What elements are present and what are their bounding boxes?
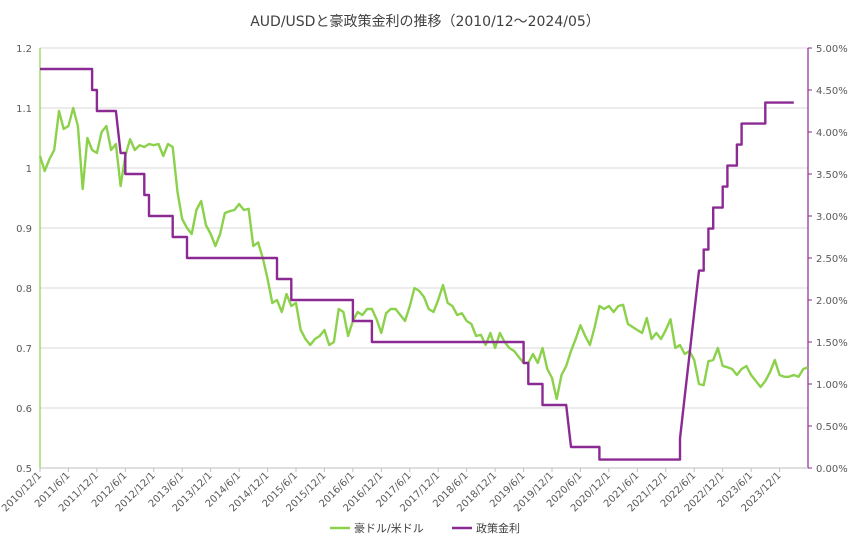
left-tick-label: 1	[26, 164, 32, 175]
series-line-aud-usd	[38, 106, 809, 401]
legend-label-rate: 政策金利	[476, 521, 520, 535]
right-tick-label: 5.00%	[816, 44, 848, 55]
chart-title: AUD/USDと豪政策金利の推移（2010/12〜2024/05）	[250, 13, 600, 30]
right-tick-label: 0.50%	[816, 422, 848, 433]
x-axis-ticks: 2010/12/12011/6/12011/12/12012/6/12012/1…	[0, 468, 784, 514]
axes	[39, 48, 809, 469]
right-tick-label: 4.00%	[816, 128, 848, 139]
left-tick-label: 1.1	[16, 104, 32, 115]
left-tick-label: 0.6	[16, 404, 32, 415]
left-tick-label: 0.9	[16, 224, 32, 235]
right-y-axis-ticks: 0.00% 0.50% 1.00% 1.50% 2.00% 2.50% 3.00% 3.50%…	[808, 44, 848, 475]
right-tick-label: 1.50%	[816, 338, 848, 349]
right-tick-label: 3.50%	[816, 170, 848, 181]
right-tick-label: 4.50%	[816, 86, 848, 97]
right-tick-label: 1.00%	[816, 380, 848, 391]
legend: 豪ドル/米ドル 政策金利	[330, 521, 520, 535]
left-tick-label: 0.5	[16, 464, 32, 475]
left-y-axis-ticks: 0.5 0.6 0.7 0.8 0.9 1 1.1 1.2	[16, 44, 32, 475]
left-tick-label: 1.2	[16, 44, 32, 55]
grid-lines	[40, 47, 808, 409]
series-lines	[38, 67, 809, 461]
right-tick-label: 3.00%	[816, 212, 848, 223]
right-tick-label: 0.00%	[816, 464, 848, 475]
legend-label-aud: 豪ドル/米ドル	[354, 521, 424, 535]
left-tick-label: 0.7	[16, 344, 32, 355]
right-tick-label: 2.00%	[816, 296, 848, 307]
left-tick-label: 0.8	[16, 284, 32, 295]
series-line-policy-rate	[40, 67, 794, 461]
right-tick-label: 2.50%	[816, 254, 848, 265]
